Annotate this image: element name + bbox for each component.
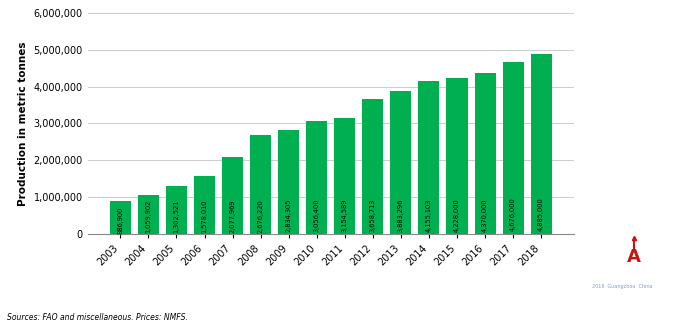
Bar <box>278 130 299 234</box>
Text: 4,676,000: 4,676,000 <box>510 198 516 231</box>
Text: 3,056,400: 3,056,400 <box>314 199 320 232</box>
Text: 4,155,103: 4,155,103 <box>426 198 432 232</box>
Bar <box>334 118 355 234</box>
Bar <box>531 54 551 234</box>
Bar <box>446 78 468 234</box>
Text: 1,059,902: 1,059,902 <box>145 200 151 233</box>
Bar <box>418 81 439 234</box>
Text: L: L <box>645 248 657 266</box>
Bar <box>362 99 383 234</box>
Text: 3,883,296: 3,883,296 <box>398 199 404 232</box>
Text: G: G <box>586 248 601 266</box>
Text: 4,370,000: 4,370,000 <box>482 198 488 232</box>
Bar <box>138 195 159 234</box>
Bar <box>194 176 215 234</box>
Y-axis label: Production in metric tonnes: Production in metric tonnes <box>18 41 28 206</box>
Bar <box>250 136 271 234</box>
Text: 3,658,713: 3,658,713 <box>370 199 376 232</box>
Text: 4,885,000: 4,885,000 <box>538 198 544 231</box>
Text: 1,302,521: 1,302,521 <box>173 200 180 233</box>
Text: 2,077,969: 2,077,969 <box>230 199 236 233</box>
Text: 4,228,000: 4,228,000 <box>454 198 460 232</box>
Text: 2016  Guangzhou  China: 2016 Guangzhou China <box>593 284 653 289</box>
Bar <box>390 91 411 234</box>
Text: A: A <box>626 248 641 266</box>
Bar <box>110 201 131 234</box>
Bar <box>166 186 187 234</box>
Text: O: O <box>603 248 618 266</box>
Text: 886,900: 886,900 <box>117 206 124 233</box>
Bar <box>222 157 243 234</box>
Text: Sources: FAO and miscellaneous. Prices: NMFS.: Sources: FAO and miscellaneous. Prices: … <box>7 313 188 322</box>
Text: 1,578,010: 1,578,010 <box>202 200 207 233</box>
Text: 3,154,589: 3,154,589 <box>342 199 348 232</box>
Text: 2,834,305: 2,834,305 <box>286 199 292 232</box>
Bar <box>306 122 327 234</box>
Text: 2,676,220: 2,676,220 <box>258 199 264 232</box>
Bar <box>475 73 495 234</box>
Bar <box>503 62 524 234</box>
